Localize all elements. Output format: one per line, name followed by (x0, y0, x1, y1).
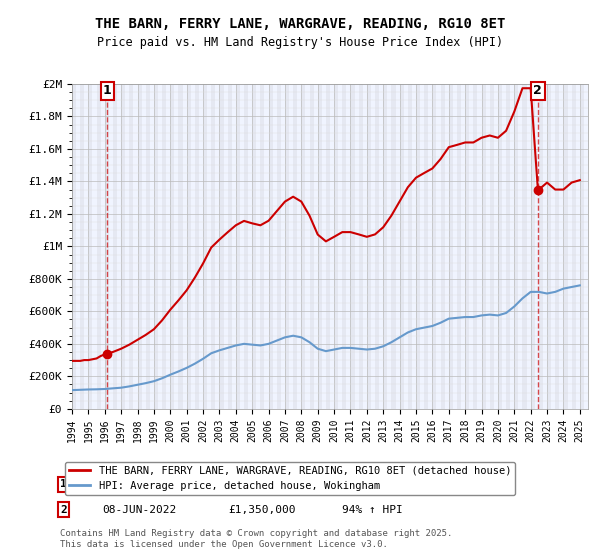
Bar (383, 84, 388, 409)
Legend: THE BARN, FERRY LANE, WARGRAVE, READING, RG10 8ET (detached house), HPI: Average: THE BARN, FERRY LANE, WARGRAVE, READING,… (65, 461, 515, 495)
Text: £1,350,000: £1,350,000 (228, 505, 296, 515)
Bar (400, 84, 404, 409)
Bar (473, 84, 478, 409)
Bar (220, 84, 224, 409)
Bar (334, 84, 338, 409)
Bar (227, 84, 232, 409)
Text: Contains HM Land Registry data © Crown copyright and database right 2025.
This d: Contains HM Land Registry data © Crown c… (60, 529, 452, 549)
Bar (555, 84, 559, 409)
Bar (440, 84, 445, 409)
Bar (506, 84, 510, 409)
Bar (359, 84, 363, 409)
Bar (260, 84, 265, 409)
Bar (137, 84, 142, 409)
Bar (113, 84, 117, 409)
Bar (236, 84, 240, 409)
Bar (244, 84, 248, 409)
Text: £340,000: £340,000 (228, 479, 282, 489)
Bar (252, 84, 256, 409)
Bar (121, 84, 125, 409)
Bar (563, 84, 568, 409)
Bar (530, 84, 535, 409)
Bar (350, 84, 355, 409)
Bar (482, 84, 485, 409)
Bar (465, 84, 469, 409)
Bar (449, 84, 453, 409)
Bar (293, 84, 297, 409)
Bar (498, 84, 502, 409)
Bar (572, 84, 576, 409)
Bar (277, 84, 281, 409)
Bar (105, 84, 109, 409)
Bar (211, 84, 215, 409)
Bar (342, 84, 346, 409)
Bar (416, 84, 420, 409)
Bar (97, 84, 101, 409)
Text: Price paid vs. HM Land Registry's House Price Index (HPI): Price paid vs. HM Land Registry's House … (97, 36, 503, 49)
Bar (408, 84, 412, 409)
Bar (170, 84, 175, 409)
Bar (375, 84, 379, 409)
Bar (547, 84, 551, 409)
Bar (285, 84, 289, 409)
Text: 1: 1 (60, 479, 67, 489)
Bar (457, 84, 461, 409)
Text: 157% ↑ HPI: 157% ↑ HPI (342, 479, 409, 489)
Text: 28-FEB-1996: 28-FEB-1996 (102, 479, 176, 489)
Bar (318, 84, 322, 409)
Bar (367, 84, 371, 409)
Bar (146, 84, 150, 409)
Bar (514, 84, 518, 409)
Bar (130, 84, 133, 409)
Bar (588, 84, 592, 409)
Bar (539, 84, 543, 409)
Bar (310, 84, 314, 409)
Bar (88, 84, 92, 409)
Bar (154, 84, 158, 409)
Text: 2: 2 (60, 505, 67, 515)
Bar (195, 84, 199, 409)
Bar (391, 84, 395, 409)
Text: 2: 2 (533, 84, 542, 97)
Bar (187, 84, 191, 409)
Text: THE BARN, FERRY LANE, WARGRAVE, READING, RG10 8ET: THE BARN, FERRY LANE, WARGRAVE, READING,… (95, 17, 505, 31)
Bar (80, 84, 84, 409)
Bar (596, 84, 600, 409)
Bar (162, 84, 166, 409)
Bar (580, 84, 584, 409)
Bar (203, 84, 207, 409)
Bar (269, 84, 272, 409)
Bar (326, 84, 330, 409)
Bar (301, 84, 305, 409)
Text: 08-JUN-2022: 08-JUN-2022 (102, 505, 176, 515)
Bar (72, 84, 76, 409)
Text: 1: 1 (103, 84, 112, 97)
Bar (490, 84, 494, 409)
Bar (433, 84, 436, 409)
Bar (424, 84, 428, 409)
Text: 94% ↑ HPI: 94% ↑ HPI (342, 505, 403, 515)
Bar (523, 84, 527, 409)
Bar (178, 84, 182, 409)
